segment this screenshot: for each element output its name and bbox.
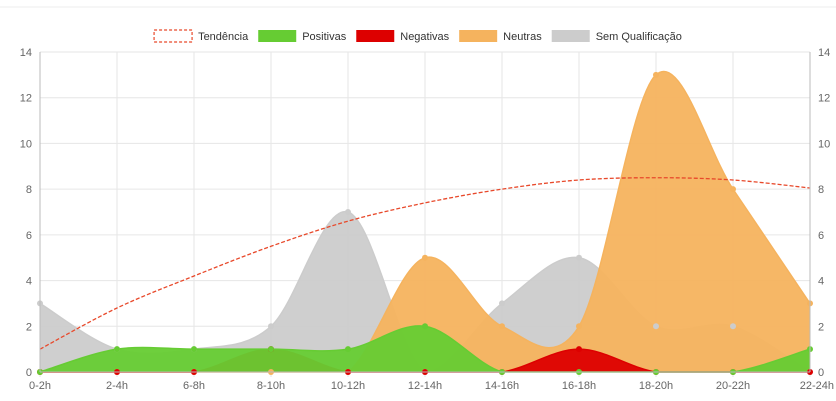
y-tick-label-left: 14 [20,47,32,59]
y-tick-label-left: 12 [20,93,32,105]
x-tick-label: 22-24h [800,380,834,392]
legend-swatch [258,30,297,42]
legend-swatch [153,29,193,43]
y-tick-label-left: 6 [26,230,32,242]
y-tick-label-left: 4 [26,276,32,288]
point-sem-qualificacao [653,323,659,330]
y-tick-label-right: 10 [818,138,830,150]
point-neutras [730,186,736,193]
x-tick-label: 16-18h [562,380,596,392]
point-positivas [345,346,351,353]
point-sem-qualificacao [730,323,736,330]
x-tick-label: 20-22h [716,380,750,392]
area-positivas [40,325,810,372]
point-sem-qualificacao [499,300,505,307]
point-positivas [422,323,428,330]
x-tick-label: 6-8h [183,380,205,392]
point-sem-qualificacao [268,323,274,330]
y-tick-label-left: 2 [26,321,32,333]
trend-line [39,177,811,350]
y-tick-label-left: 10 [20,138,32,150]
legend-label: Tendência [198,31,249,43]
y-tick-label-right: 12 [818,93,830,105]
legend-item-tendencia[interactable]: Tendência [153,29,249,43]
x-tick-label: 12-14h [408,380,442,392]
legend-item-sem-qualificacao[interactable]: Sem Qualificação [551,30,682,43]
point-positivas [268,346,274,353]
legend-item-positivas[interactable]: Positivas [258,30,347,43]
y-tick-label-left: 8 [26,184,32,196]
point-sem-qualificacao [576,254,582,261]
legend-item-neutras[interactable]: Neutras [459,30,542,43]
x-tick-label: 18-20h [639,380,673,392]
x-tick-label: 0-2h [29,380,51,392]
legend-label: Sem Qualificação [596,31,682,43]
point-sem-qualificacao [345,209,351,215]
trend-line-layer [39,177,811,350]
x-tick-label: 10-12h [331,380,365,392]
y-tick-label-right: 6 [818,230,824,242]
y-tick-label-left: 0 [26,367,32,379]
point-positivas [191,346,197,353]
x-tick-label: 8-10h [257,380,285,392]
legend-swatch [551,30,590,42]
legend-label: Neutras [503,31,542,43]
area-neutras [40,71,810,373]
legend-label: Positivas [302,31,347,43]
legend-item-negativas[interactable]: Negativas [356,30,450,43]
point-negativas [576,346,582,353]
point-neutras [576,323,582,330]
series-points [37,71,813,375]
x-tick-label: 2-4h [106,380,128,392]
y-tick-label-right: 2 [818,321,824,333]
y-tick-label-right: 14 [818,47,830,59]
legend-label: Negativas [400,31,449,43]
point-neutras [499,323,505,330]
y-tick-label-right: 4 [818,276,824,288]
axes: 0 0 2 2 4 4 6 6 8 8 10 10 12 12 14 14 0-2h 2-4h 6-8h 8-10h 1… [20,47,834,392]
point-neutras [653,71,659,78]
legend-swatch [459,30,498,42]
y-tick-label-right: 8 [818,184,824,196]
y-tick-label-right: 0 [818,367,824,379]
legend-swatch [356,30,395,42]
point-neutras [422,254,428,261]
x-tick-label: 14-16h [485,380,519,392]
legend: Tendência Positivas Negativas Neutras Sem Qu… [153,29,682,43]
point-positivas [114,346,120,353]
